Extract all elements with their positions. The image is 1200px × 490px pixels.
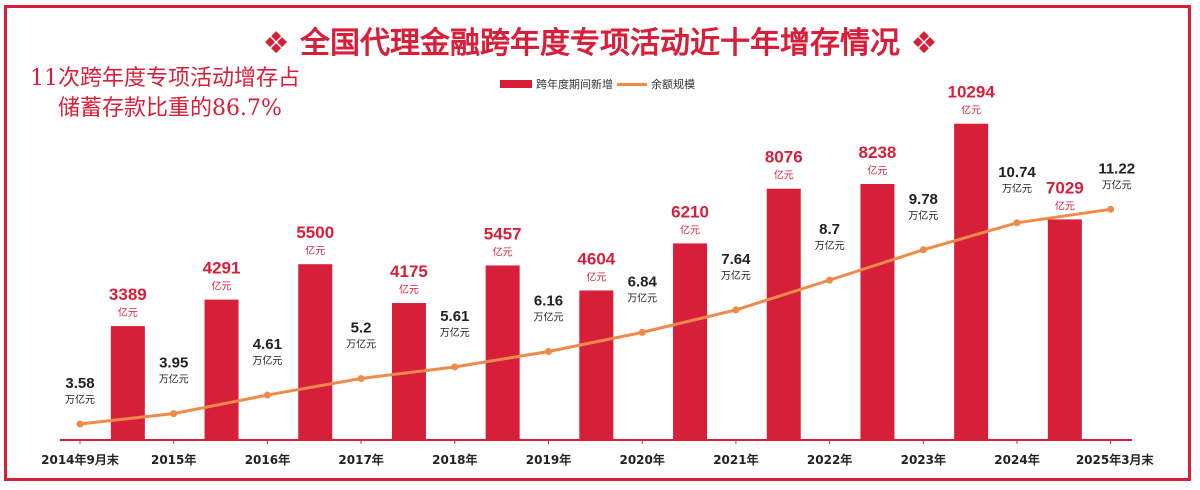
x-tick-label: 2024年 [994, 452, 1039, 467]
bar-value-label: 10294 [948, 83, 996, 102]
bar-value-label: 6210 [671, 202, 709, 221]
line-point [1013, 219, 1021, 227]
bar-value-label: 5500 [296, 223, 334, 242]
line-unit-label: 万亿元 [815, 239, 845, 252]
bar-unit-label: 亿元 [305, 244, 325, 257]
line-unit-label: 万亿元 [346, 337, 376, 350]
line-unit-label: 万亿元 [721, 269, 751, 282]
x-tick-label: 2025年3月末 [1076, 452, 1155, 467]
line-series [79, 207, 1111, 426]
line-unit-label: 万亿元 [440, 326, 470, 339]
line-point [357, 374, 365, 382]
bar [766, 188, 801, 440]
line-point [1107, 205, 1115, 213]
line-point [545, 348, 552, 356]
line-unit-label: 万亿元 [252, 354, 282, 367]
bar [110, 326, 145, 440]
bar-value-label: 8238 [859, 143, 897, 162]
bar [1047, 219, 1082, 440]
bar [298, 264, 333, 440]
line-unit-label: 万亿元 [627, 291, 657, 304]
annotation-line-2: 储蓄存款比重的86.7% [58, 96, 282, 121]
line-value-label: 3.95 [159, 355, 188, 372]
chart-title: ❖ 全国代理金融跨年度专项活动近十年增存情况 ❖ [262, 26, 938, 61]
bar-unit-label: 亿元 [399, 283, 419, 296]
bar-unit-label: 亿元 [118, 306, 138, 319]
bar [860, 183, 895, 440]
line-unit-label: 万亿元 [159, 373, 189, 386]
bar-unit-label: 亿元 [961, 104, 981, 117]
bar [485, 265, 520, 440]
x-tick-label: 2019年 [526, 452, 571, 467]
x-tick-label: 2018年 [432, 452, 477, 467]
line-unit-label: 万亿元 [1002, 182, 1032, 195]
annotation-line-1: 11次跨年度专项活动增存占 [30, 66, 300, 91]
legend: 跨年度期间新增 余额规模 [500, 76, 695, 92]
bar-value-label: 7029 [1046, 178, 1084, 197]
bar-value-label: 5457 [484, 224, 522, 243]
frame-border [4, 5, 1191, 481]
legend-line-swatch [617, 82, 647, 86]
line-value-label: 5.61 [440, 308, 469, 325]
x-tick-label: 2022年 [807, 452, 852, 467]
bar-unit-label: 亿元 [493, 245, 513, 258]
bar-unit-label: 亿元 [586, 270, 606, 283]
x-tick-label: 2015年 [151, 452, 196, 467]
line-point [76, 420, 84, 428]
line-point [263, 391, 271, 399]
bar-value-label: 4604 [577, 249, 615, 268]
line-value-label: 10.74 [998, 164, 1036, 181]
bar-unit-label: 亿元 [774, 169, 794, 182]
line-value-label: 7.64 [721, 251, 751, 268]
legend-bar-swatch [500, 80, 532, 88]
line-point [170, 410, 178, 418]
line-value-label: 9.78 [909, 191, 938, 208]
line-value-label: 8.7 [819, 221, 840, 238]
bar-unit-label: 亿元 [212, 280, 232, 293]
bar-unit-label: 亿元 [680, 223, 700, 236]
bar [673, 243, 708, 440]
bar-unit-label: 亿元 [867, 164, 887, 177]
legend-bar-label: 跨年度期间新增 [536, 78, 613, 91]
line-value-label: 4.61 [253, 336, 282, 353]
bar-value-label: 3389 [109, 285, 147, 304]
bar [954, 123, 989, 440]
line-value-label: 6.16 [534, 293, 563, 310]
line-value-label: 6.84 [628, 273, 658, 290]
bar-unit-label: 亿元 [1055, 199, 1075, 212]
x-tick-label: 2023年 [901, 452, 946, 467]
line-unit-label: 万亿元 [65, 393, 95, 406]
line-point [732, 306, 740, 314]
line-value-label: 3.58 [65, 375, 94, 392]
x-tick-label: 2021年 [713, 452, 758, 467]
x-tick-label: 2017年 [338, 452, 383, 467]
bar-value-label: 4175 [390, 262, 428, 281]
bar [579, 290, 614, 440]
line-unit-label: 万亿元 [534, 311, 564, 324]
bar [204, 299, 239, 440]
x-tick-label: 2020年 [619, 452, 664, 467]
line-unit-label: 万亿元 [1102, 178, 1132, 191]
line-unit-label: 万亿元 [908, 209, 938, 222]
annotation: 11次跨年度专项活动增存占 储蓄存款比重的86.7% [30, 64, 300, 124]
line-point [638, 328, 646, 336]
line-point [826, 276, 834, 284]
bar-value-label: 4291 [203, 259, 241, 278]
line-point [451, 363, 459, 371]
line-point [919, 246, 927, 254]
line-value-label: 5.2 [351, 319, 372, 336]
legend-line-label: 余额规模 [651, 78, 695, 91]
x-tick-label: 2016年 [245, 452, 290, 467]
line-value-label: 11.22 [1098, 160, 1135, 177]
x-tick-label: 2014年9月末 [41, 452, 120, 467]
bar-value-label: 8076 [765, 148, 803, 167]
